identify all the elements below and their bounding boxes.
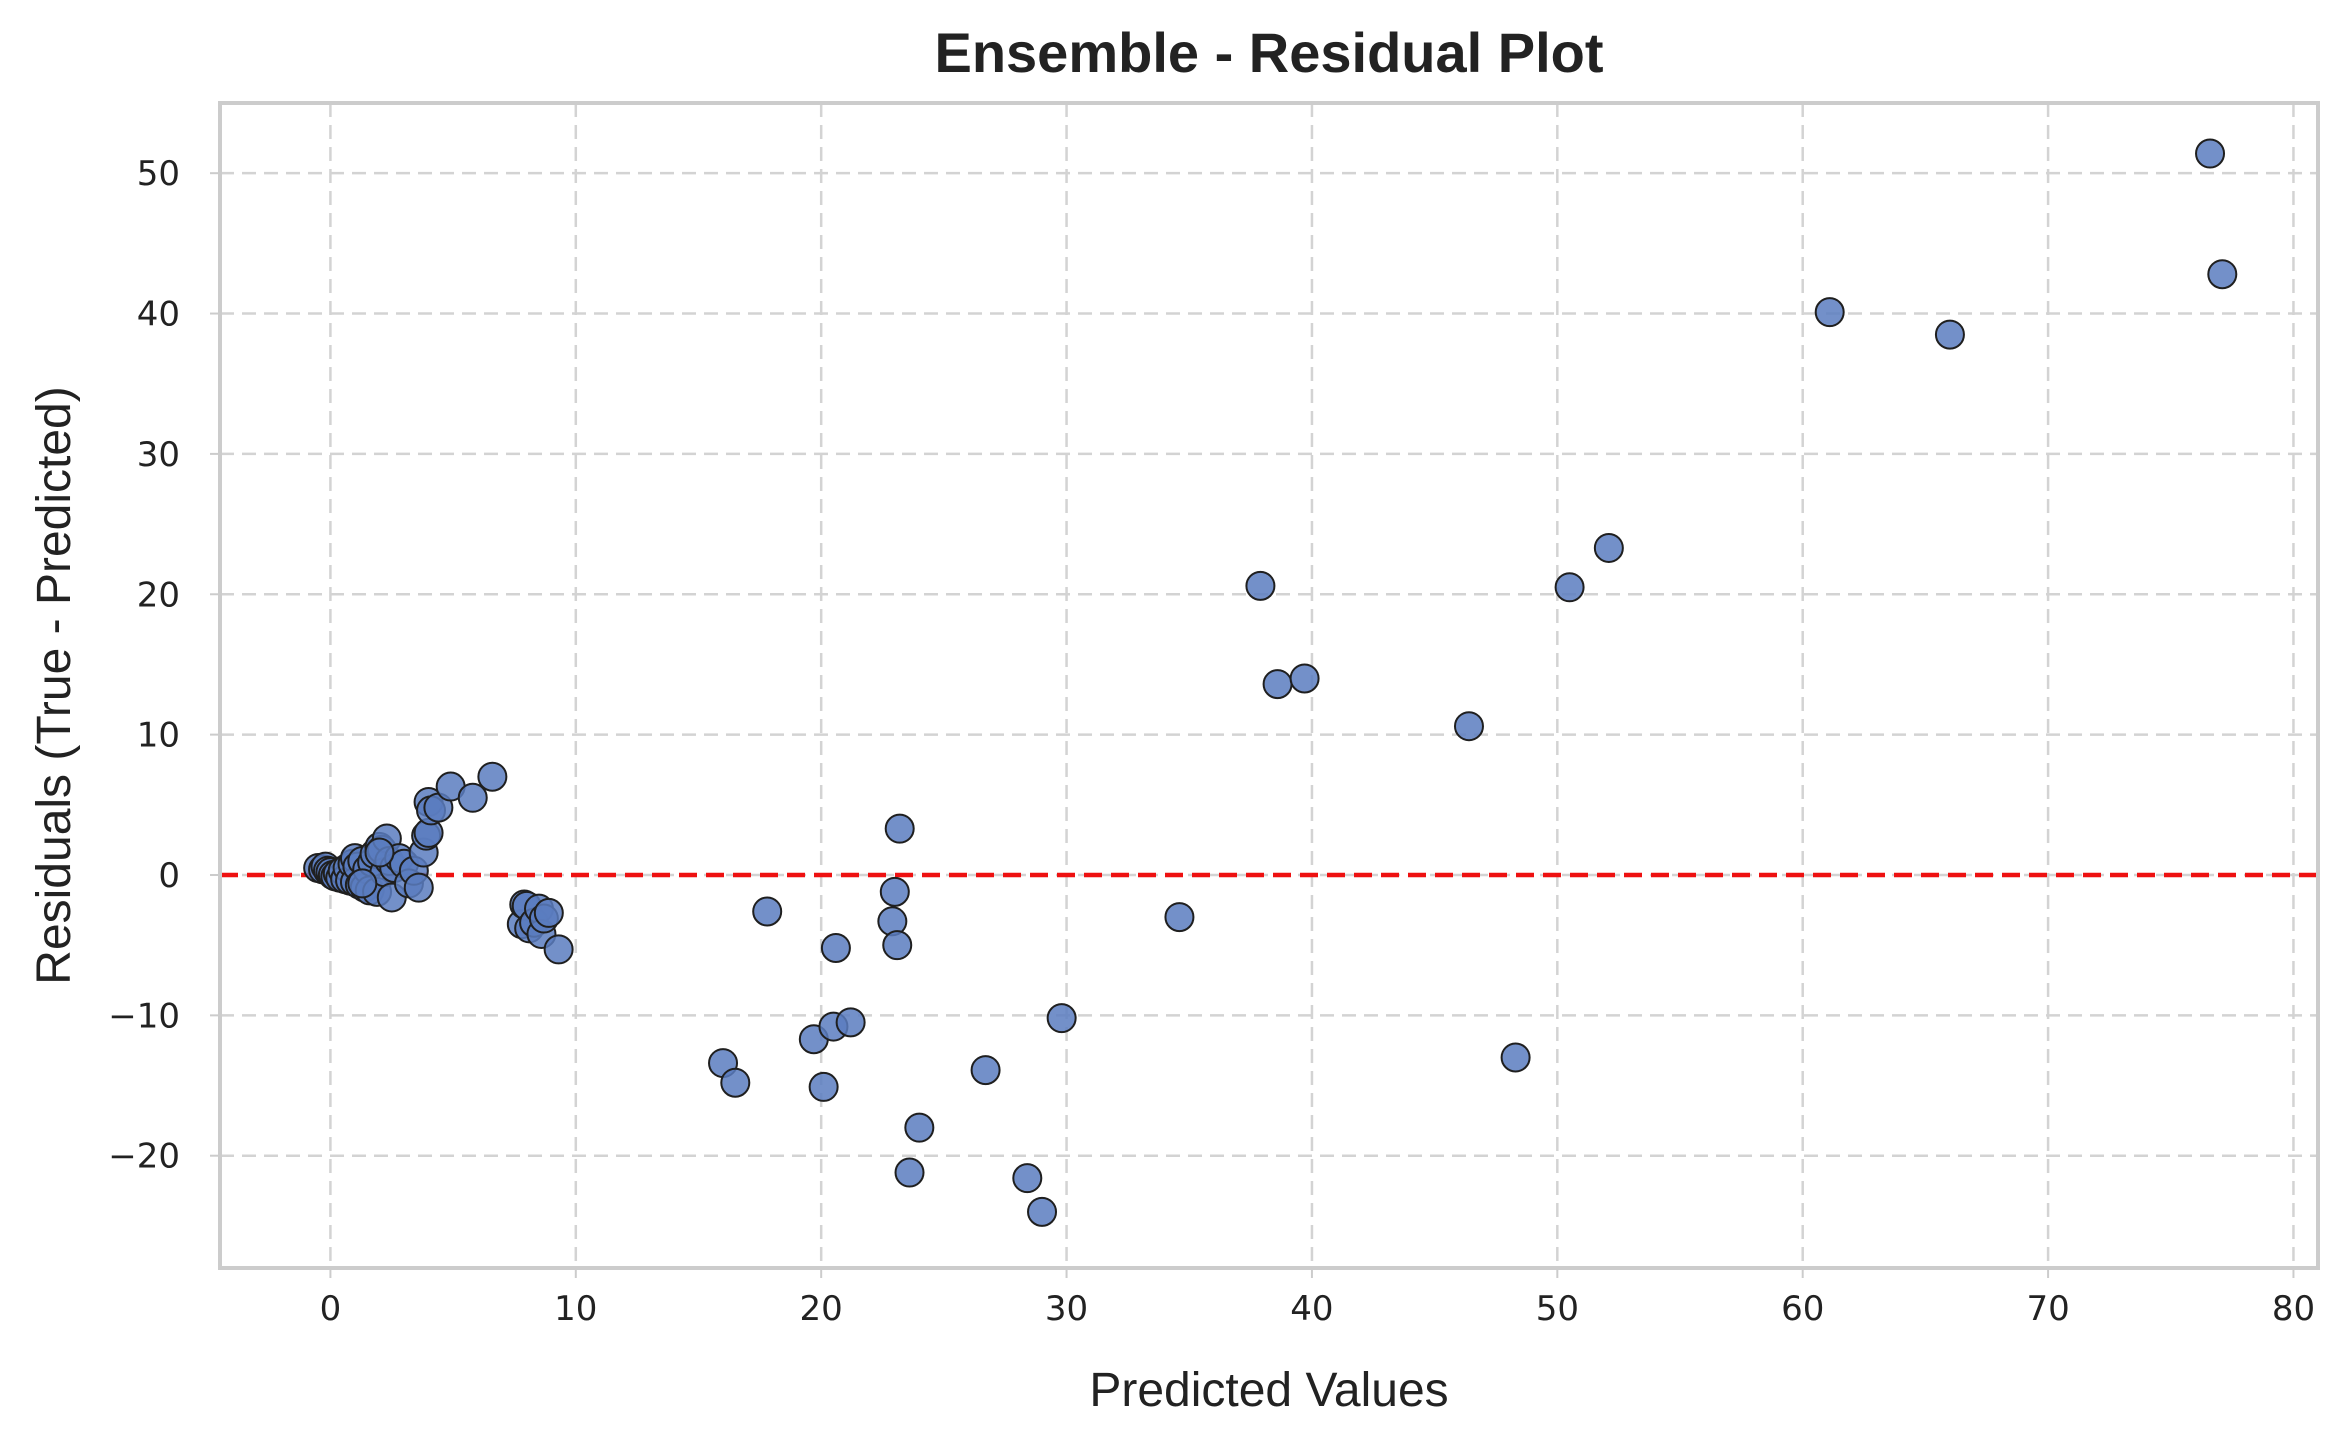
- data-point: [2195, 138, 2226, 169]
- axis-ticks: 0 10 20 30 40 50 60 70 80 −20 −10 0 10 20 30 40 50: [108, 154, 2315, 1329]
- chart-title: Ensemble - Residual Plot: [934, 21, 1603, 84]
- data-point: [457, 782, 488, 813]
- data-point: [1593, 532, 1624, 563]
- x-tick-label: 40: [1290, 1289, 1333, 1329]
- data-point: [1500, 1042, 1531, 1073]
- data-point: [882, 930, 913, 961]
- y-tick-label: 50: [137, 154, 180, 194]
- x-tick-label: 60: [1781, 1289, 1824, 1329]
- data-point: [1934, 319, 1965, 350]
- x-tick-label: 80: [2272, 1289, 2315, 1329]
- data-point: [347, 868, 378, 899]
- data-point: [808, 1071, 839, 1102]
- data-point: [835, 1007, 866, 1038]
- data-point: [1046, 1003, 1077, 1034]
- x-tick-label: 0: [320, 1289, 342, 1329]
- data-points: [303, 138, 2238, 1227]
- data-point: [1814, 297, 1845, 328]
- data-point: [894, 1157, 925, 1188]
- x-tick-label: 70: [2026, 1289, 2069, 1329]
- data-point: [364, 837, 395, 868]
- data-point: [1012, 1163, 1043, 1194]
- x-tick-label: 10: [554, 1289, 597, 1329]
- data-point: [752, 896, 783, 927]
- data-point: [1554, 572, 1585, 603]
- y-tick-label: −10: [108, 996, 180, 1036]
- data-point: [543, 934, 574, 965]
- x-tick-label: 20: [800, 1289, 843, 1329]
- data-point: [884, 813, 915, 844]
- y-tick-label: 40: [137, 295, 180, 335]
- y-tick-label: 10: [137, 716, 180, 756]
- plot-frame: [218, 101, 2320, 1270]
- data-point: [820, 932, 851, 963]
- x-tick-label: 50: [1536, 1289, 1579, 1329]
- y-tick-label: 20: [137, 575, 180, 615]
- y-axis-label: Residuals (True - Predicted): [28, 386, 81, 984]
- data-point: [1453, 711, 1484, 742]
- data-point: [1289, 663, 1320, 694]
- data-point: [533, 897, 564, 928]
- data-point: [2207, 259, 2238, 290]
- data-point: [904, 1112, 935, 1143]
- data-point: [477, 761, 508, 792]
- y-tick-label: 0: [158, 856, 180, 896]
- x-tick-label: 30: [1045, 1289, 1088, 1329]
- y-tick-label: 30: [137, 435, 180, 475]
- data-point: [1245, 570, 1276, 601]
- y-tick-label: −20: [108, 1137, 180, 1177]
- data-point: [720, 1067, 751, 1098]
- data-point: [1262, 669, 1293, 700]
- data-point: [970, 1055, 1001, 1086]
- x-axis-label: Predicted Values: [1089, 1364, 1448, 1417]
- data-point: [879, 876, 910, 907]
- data-point: [1027, 1196, 1058, 1227]
- data-point: [1164, 902, 1195, 933]
- grid: [220, 103, 2318, 1268]
- data-point: [403, 872, 434, 903]
